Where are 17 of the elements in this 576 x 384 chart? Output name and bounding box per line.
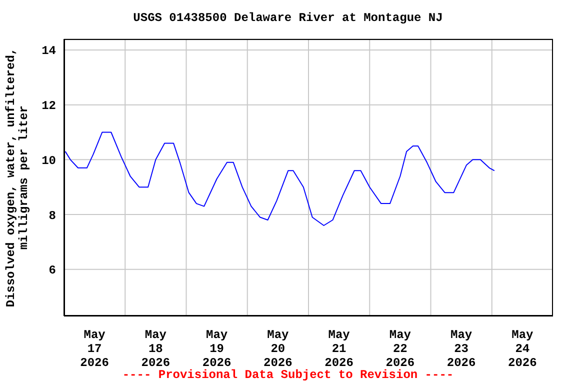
x-tick-label: May 23 2026: [446, 328, 476, 370]
x-tick-label: May 17 2026: [80, 328, 109, 370]
y-tick-label: 8: [48, 208, 56, 223]
x-tick-label: May 18 2026: [141, 328, 170, 370]
y-tick-label: 12: [42, 99, 56, 114]
line-series: [64, 132, 495, 226]
x-tick-label: May 20 2026: [264, 328, 292, 370]
x-tick-label: May 19 2026: [202, 328, 232, 370]
y-axis-title: Dissolved oxygen, water, unfiltered, milligrams per liter: [4, 48, 31, 308]
x-tick-label: May 21 2026: [324, 328, 354, 370]
text: ---- Provisional Data Subject to Revision ----: [122, 368, 454, 382]
y-tick-label: 6: [48, 264, 56, 278]
x-tick-label: May 22 2026: [386, 328, 415, 370]
x-tick-label: May 24 2026: [508, 328, 537, 370]
y-tick-label: 10: [42, 154, 56, 168]
chart-title: USGS 01438500 Delaware River at Montague NJ: [132, 11, 444, 25]
y-tick-label: 14: [42, 44, 56, 58]
